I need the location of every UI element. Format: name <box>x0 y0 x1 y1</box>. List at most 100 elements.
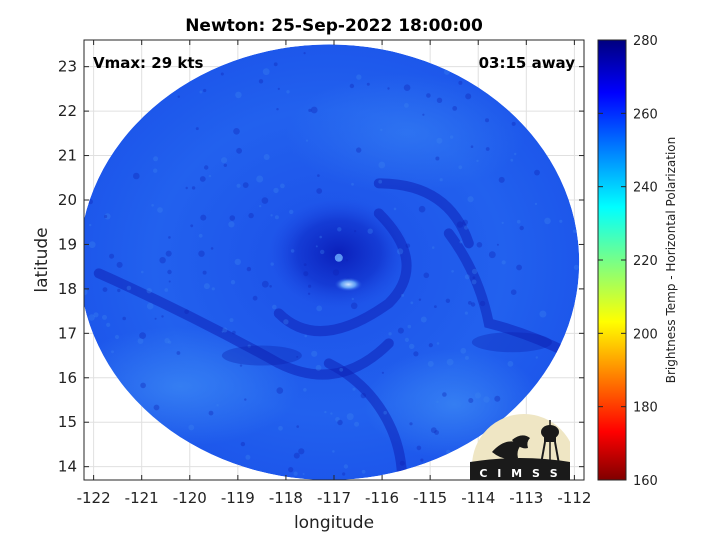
cool-region <box>286 73 527 194</box>
texture-speck <box>544 217 551 225</box>
texture-speck <box>367 228 373 234</box>
logo-ground <box>470 458 570 480</box>
texture-speck <box>198 250 205 257</box>
texture-speck <box>157 207 163 213</box>
texture-speck <box>220 72 224 76</box>
texture-speck <box>409 343 415 350</box>
texture-speck <box>352 387 356 391</box>
texture-speck <box>305 139 309 142</box>
texture-speck <box>418 205 426 213</box>
texture-speck <box>535 356 538 359</box>
texture-speck <box>393 207 397 211</box>
texture-speck <box>380 128 383 132</box>
texture-speck <box>117 288 121 293</box>
texture-speck <box>426 93 431 98</box>
colorbar: 160 180 200 220 240 260 280 Brightness Temp - … <box>597 34 678 489</box>
texture-speck <box>153 168 158 173</box>
y-tick-label: 22 <box>58 102 77 120</box>
texture-speck <box>168 280 171 283</box>
axis-ticks: -122 -121 -120 -119 -118 -117 -116 -115 -114 -113… <box>58 40 591 507</box>
texture-speck <box>208 410 214 416</box>
texture-speck <box>311 350 318 357</box>
texture-speck <box>146 288 152 294</box>
texture-speck <box>572 229 577 233</box>
texture-speck <box>203 283 210 290</box>
texture-speck <box>159 257 166 264</box>
texture-speck <box>534 169 540 176</box>
texture-speck <box>399 460 405 466</box>
texture-speck <box>559 219 563 223</box>
colorbar-tick-label: 260 <box>633 107 658 122</box>
texture-speck <box>330 412 333 415</box>
texture-speck <box>471 279 477 285</box>
texture-speck <box>139 332 147 339</box>
texture-speck <box>354 230 357 233</box>
texture-speck <box>310 106 318 114</box>
texture-speck <box>474 392 481 399</box>
texture-speck <box>199 176 206 182</box>
texture-speck <box>273 62 278 67</box>
texture-speck <box>164 338 170 344</box>
texture-speck <box>436 342 440 345</box>
texture-speck <box>468 301 472 305</box>
texture-speck <box>510 158 514 162</box>
texture-speck <box>413 351 419 357</box>
texture-speck <box>315 245 318 248</box>
texture-speck <box>436 137 443 144</box>
texture-speck <box>286 90 290 94</box>
colorbar-tick-label: 240 <box>633 181 658 196</box>
warm-band <box>221 345 302 366</box>
texture-speck <box>188 424 195 431</box>
texture-speck <box>319 235 323 239</box>
texture-speck <box>102 314 107 320</box>
texture-speck <box>191 186 196 190</box>
texture-speck <box>104 214 108 219</box>
texture-speck <box>230 280 236 285</box>
texture-speck <box>351 182 354 186</box>
texture-speck <box>154 317 157 320</box>
texture-speck <box>240 441 246 447</box>
tower-icon <box>540 420 560 465</box>
texture-speck <box>431 246 435 249</box>
texture-speck <box>116 261 123 268</box>
texture-speck <box>256 175 264 183</box>
texture-speck <box>262 68 270 76</box>
storm-eye <box>334 253 343 262</box>
texture-speck <box>485 147 490 151</box>
colorbar-tick-label: 220 <box>633 254 658 269</box>
texture-speck <box>435 156 440 161</box>
texture-speck <box>422 113 425 116</box>
texture-speck <box>430 427 437 434</box>
texture-speck <box>122 316 126 321</box>
texture-speck <box>464 274 470 280</box>
texture-speck <box>378 179 383 184</box>
texture-speck <box>89 223 92 227</box>
texture-speck <box>190 224 194 228</box>
texture-speck <box>332 269 340 276</box>
texture-speck <box>203 88 207 93</box>
texture-speck <box>315 364 322 371</box>
texture-speck <box>465 93 472 100</box>
texture-speck <box>198 233 203 238</box>
texture-speck <box>161 315 164 318</box>
texture-speck <box>276 387 284 394</box>
texture-speck <box>459 240 463 244</box>
texture-speck <box>472 276 476 280</box>
texture-speck <box>296 355 299 358</box>
texture-speck <box>272 304 277 310</box>
texture-speck <box>293 471 298 476</box>
texture-speck <box>337 419 343 426</box>
texture-speck <box>270 214 273 217</box>
texture-speck <box>428 343 433 348</box>
texture-speck <box>350 302 358 310</box>
texture-speck <box>434 430 439 435</box>
texture-speck <box>342 472 346 476</box>
texture-speck <box>423 272 430 279</box>
texture-speck <box>263 154 270 160</box>
x-tick-label: -119 <box>221 489 255 507</box>
texture-speck <box>446 449 451 454</box>
texture-speck <box>381 371 384 374</box>
texture-speck <box>303 271 309 277</box>
texture-speck <box>221 330 224 333</box>
texture-speck <box>516 219 521 224</box>
